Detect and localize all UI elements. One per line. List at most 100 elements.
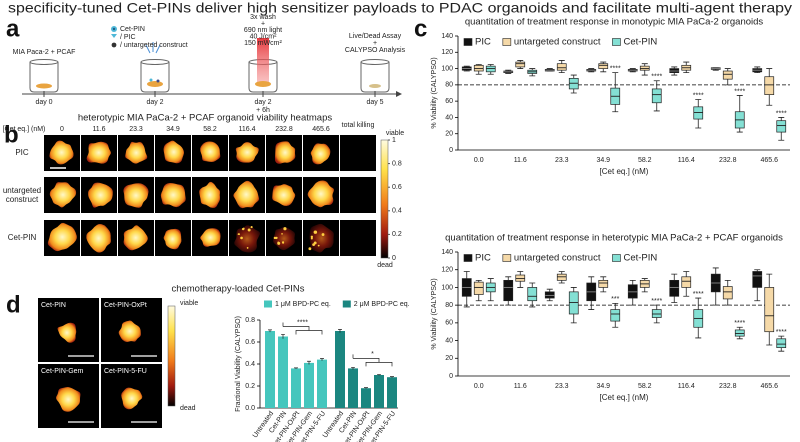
box: [651, 88, 662, 104]
significance: ****: [734, 88, 745, 95]
legend-swatch: [264, 300, 272, 308]
label: Live/Dead Assay: [349, 33, 402, 40]
heatmap-cell: [340, 220, 376, 256]
label: / PIC: [120, 34, 136, 41]
speck: [281, 233, 283, 235]
legend-swatch: [463, 38, 473, 46]
bar: [348, 368, 358, 408]
tile-label: Cet-PIN-Gem: [41, 368, 84, 375]
label: 690 nm light: [244, 27, 282, 34]
label: 0.2: [392, 231, 402, 238]
colorbar: [167, 305, 176, 407]
label: + 6h: [256, 107, 270, 114]
y-axis-label: % Viability (CALYPSO): [431, 278, 438, 349]
label: day 2: [254, 99, 271, 106]
axis: [457, 252, 790, 377]
heatmap-grid: [44, 135, 376, 256]
tile-label: Cet-PIN-OxPt: [104, 302, 147, 309]
speck: [240, 236, 243, 240]
y-axis-label: Fractional Viability (CALYPSO): [235, 316, 242, 412]
box: [764, 76, 775, 95]
y-tick-label: 0.6: [245, 339, 255, 346]
label: day 5: [366, 99, 383, 106]
panel-label: d: [6, 291, 21, 318]
label: chemotherapy-loaded Cet-PINs: [171, 284, 304, 295]
row-label: Cet-PIN: [7, 233, 37, 242]
bar: [317, 359, 327, 408]
y-tick-label: 40: [445, 114, 453, 121]
significance: ****: [610, 65, 621, 72]
box: [681, 276, 692, 288]
label: 40 J/cm²: [250, 33, 278, 40]
bar: [387, 377, 397, 408]
label: 0.8: [392, 160, 402, 167]
box: [722, 70, 733, 80]
legend-label: Cet-PIN: [623, 37, 657, 48]
label: 1: [392, 137, 396, 144]
y-tick-label: 0: [449, 373, 453, 380]
error-bar: [390, 376, 394, 378]
organoid: [86, 141, 111, 164]
significance: ****: [734, 320, 745, 327]
speck: [273, 236, 277, 240]
label: day 2: [146, 99, 163, 106]
speck: [281, 241, 285, 244]
label: dead: [180, 405, 196, 412]
x-tick-label: 23.3: [555, 383, 569, 390]
speck: [246, 247, 249, 249]
box: [598, 279, 609, 288]
label: 11.6: [92, 126, 105, 133]
label: MIA Paca-2 + PCAF: [13, 49, 76, 56]
label: [Cet eq.] (nM): [3, 126, 46, 133]
legend-swatch: [463, 254, 473, 262]
y-tick-label: 0.8: [245, 317, 255, 324]
y-tick-label: 100: [441, 65, 453, 72]
x-tick-label: 58.2: [638, 383, 652, 390]
y-tick-label: 20: [445, 131, 453, 138]
error-bar: [338, 329, 342, 333]
speck: [247, 228, 251, 232]
box: [556, 63, 567, 71]
x-tick-label: 232.8: [719, 157, 737, 164]
speck: [277, 241, 280, 244]
box: [473, 281, 484, 295]
x-tick-label: 0.0: [474, 157, 484, 164]
significance: ****: [776, 329, 787, 336]
y-tick-label: 0.2: [245, 383, 255, 390]
significance: ****: [651, 74, 662, 81]
box: [527, 287, 538, 302]
figure-title: specificity-tuned Cet-PINs deliver high …: [8, 0, 792, 16]
box: [669, 279, 680, 297]
label: +: [373, 40, 377, 47]
organoid: [123, 183, 149, 208]
organoid: [49, 140, 74, 165]
error-bar: [351, 366, 355, 370]
box: [764, 287, 775, 333]
label: CALYPSO Analysis: [345, 47, 406, 54]
organoid: [274, 141, 296, 164]
x-axis-label: [Cet eq.] (nM): [600, 167, 649, 176]
significance: *: [371, 351, 374, 358]
row-label: untargeted construct: [2, 186, 42, 204]
error-bar: [320, 358, 324, 361]
speck: [317, 244, 320, 247]
organoid: [163, 140, 185, 164]
x-tick-label: 0.0: [474, 383, 484, 390]
workflow-illustration: [29, 42, 390, 93]
label: heterotypic MIA PaCa-2 + PCAF organoid v…: [78, 113, 333, 124]
label: 58.2: [203, 126, 217, 133]
organoid: [310, 143, 331, 165]
x-tick-label: 58.2: [638, 157, 652, 164]
speck: [310, 237, 313, 240]
y-tick-label: 140: [441, 249, 453, 256]
row-label: PIC: [15, 148, 29, 157]
label: 23.3: [129, 126, 143, 133]
organoid: [307, 180, 334, 208]
y-tick-label: 80: [445, 302, 453, 309]
legend-label: PIC: [475, 37, 491, 48]
error-bar: [294, 367, 298, 369]
speck: [308, 247, 312, 251]
significance: ****: [693, 92, 704, 99]
y-tick-label: 0.4: [245, 361, 255, 368]
panel-label: b: [4, 121, 19, 148]
